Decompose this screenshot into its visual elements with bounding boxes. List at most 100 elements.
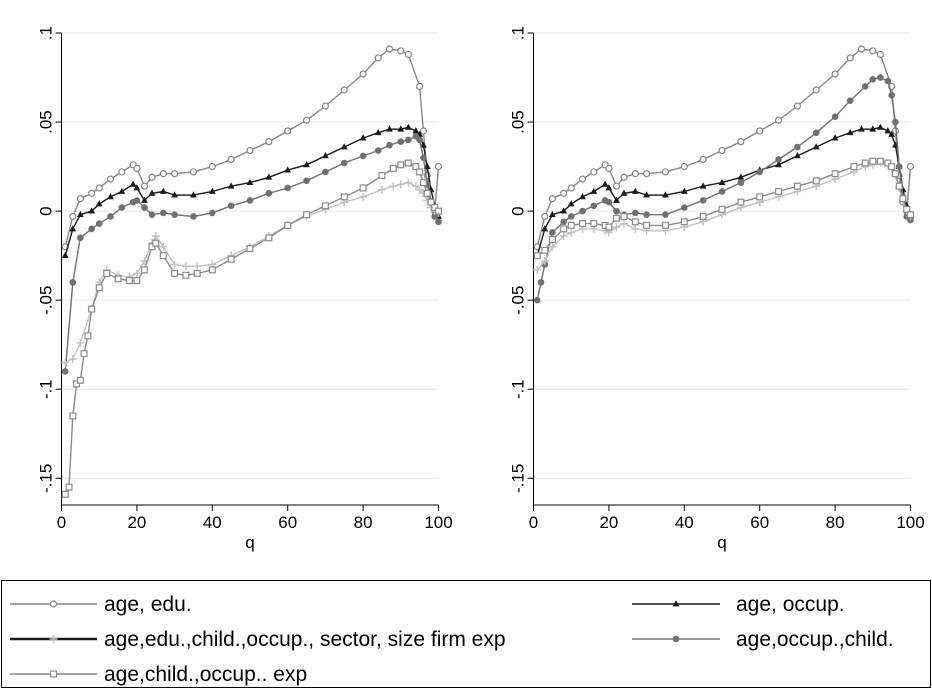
data-point [386,125,393,132]
series-s4 [533,159,915,274]
legend-item-s5: age,child.,occup.. exp [10,663,307,686]
data-point [246,146,254,155]
data-point [850,163,858,171]
data-point [61,490,69,498]
data-point [435,207,443,215]
data-point [103,269,111,277]
data-point [869,47,877,55]
right-panel-plot: -.15 -.1 -.05 0 .05 .1 0 20 40 60 80 100 q [509,26,925,552]
data-point [549,229,556,236]
data-point [148,189,156,196]
data-point [88,225,95,233]
legend-marker [672,600,680,607]
data-point [431,204,439,212]
data-point [265,173,273,180]
data-point [884,77,892,85]
data-point [61,251,69,259]
data-point [69,279,77,286]
data-point [892,118,899,126]
x-axis-title: q [245,533,254,552]
data-point [377,185,386,194]
data-point [891,170,899,178]
data-point [756,127,764,135]
data-point [118,187,126,194]
data-point [620,173,628,181]
data-point [416,136,423,144]
data-point [88,189,96,197]
data-point [246,178,254,186]
data-point [831,170,839,178]
data-point [265,234,273,242]
data-point [876,157,884,165]
data-point [107,213,114,220]
legend: age, edu. age, occup. age,edu.,child.,occu… [1,580,931,688]
data-point [302,116,311,124]
data-point [151,232,160,241]
data-point [699,197,707,204]
data-point [322,168,329,176]
data-point [906,162,915,171]
data-point [76,195,84,203]
data-point [631,170,639,178]
data-point [95,184,103,192]
data-point [793,182,801,190]
data-point [412,127,420,134]
data-point [159,242,168,251]
data-point [95,200,103,207]
data-point [284,166,292,173]
data-point [812,129,820,137]
data-point [159,187,167,194]
data-point [858,125,865,132]
data-point [397,47,405,55]
data-point [69,212,77,221]
left-panel-plot: -.15 -.1 -.05 0 .05 .1 0 20 40 60 80 100 q [37,26,453,552]
data-point [374,128,382,136]
data-point [737,173,745,180]
data-point [416,168,424,176]
data-point [359,152,367,160]
data-point [107,193,114,200]
data-point [612,182,621,190]
data-point [140,266,148,274]
data-point [533,252,541,260]
data-point [148,243,156,251]
data-point [631,209,639,217]
data-point [193,269,201,277]
data-point [190,191,197,198]
data-point [631,187,639,194]
data-point [537,279,545,286]
data-point [133,197,141,204]
y-tick-label: 0 [509,206,528,215]
data-point [613,207,620,215]
data-point [680,218,688,226]
data-point [61,358,70,367]
y-tick-label: .1 [37,26,56,40]
data-point [412,163,420,171]
data-point [359,192,368,201]
legend-label: age, occup. [736,593,845,616]
data-point [133,164,141,172]
data-point [396,180,405,189]
data-point [114,275,122,283]
x-tick-label: 40 [203,513,222,532]
data-point [193,262,202,271]
series-s4 [61,178,443,367]
data-point [831,70,839,78]
data-point [812,86,820,94]
data-point [148,211,156,218]
series-s3 [533,74,914,304]
legend-marker [49,635,58,643]
data-point [423,189,431,197]
data-point [397,161,405,169]
data-point [737,198,745,206]
data-point [869,76,877,83]
data-point [190,213,197,220]
x-tick-label: 0 [57,513,66,532]
data-point [567,221,575,229]
data-point [152,239,160,247]
data-point [340,193,348,201]
data-point [548,242,557,251]
data-point [321,202,329,210]
data-point [303,161,310,168]
